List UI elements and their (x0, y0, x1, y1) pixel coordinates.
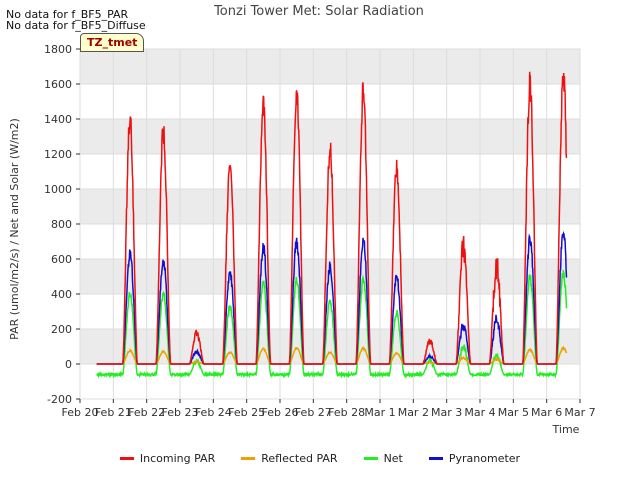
legend-item-reflected-par: Reflected PAR (241, 452, 338, 465)
x-tick-label: Mar 5 (498, 406, 529, 419)
x-tick-label: Mar 7 (564, 406, 595, 419)
legend-swatch-pyranometer (428, 457, 443, 460)
band (80, 329, 580, 364)
x-tick-label: Feb 20 (62, 406, 99, 419)
x-tick-label: Feb 28 (328, 406, 365, 419)
y-tick-label: 1400 (44, 113, 72, 126)
legend-swatch-incoming-par (119, 457, 134, 460)
x-tick-label: Feb 25 (228, 406, 265, 419)
legend: Incoming PAR Reflected PAR Net Pyranomet… (0, 452, 640, 465)
x-tick-label: Feb 22 (128, 406, 165, 419)
x-tick-label: Mar 1 (364, 406, 395, 419)
band (80, 189, 580, 224)
y-tick-label: 1200 (44, 148, 72, 161)
y-tick-label: 1000 (44, 183, 72, 196)
legend-item-net: Net (363, 452, 403, 465)
series-line-incoming-par (96, 71, 568, 365)
x-tick-label: Feb 26 (262, 406, 299, 419)
x-tick-label: Mar 6 (531, 406, 562, 419)
y-tick-label: 1600 (44, 78, 72, 91)
legend-swatch-net (363, 457, 378, 460)
no-data-note-1: No data for f_BF5_PAR (6, 8, 129, 21)
x-tick-label: Feb 27 (295, 406, 332, 419)
chart-title: Tonzi Tower Met: Solar Radiation (213, 4, 424, 19)
x-tick-label: Mar 4 (464, 406, 495, 419)
x-tick-label: Feb 24 (195, 406, 232, 419)
legend-label-pyranometer: Pyranometer (448, 452, 521, 465)
x-tick-label: Feb 23 (162, 406, 199, 419)
series-line-net (96, 269, 568, 379)
y-tick-label: -200 (47, 393, 72, 406)
x-axis-label: Time (552, 423, 580, 436)
station-badge: TZ_tmet (80, 33, 145, 52)
legend-item-incoming-par: Incoming PAR (119, 452, 216, 465)
series-layer (96, 71, 568, 379)
legend-item-pyranometer: Pyranometer (428, 452, 521, 465)
y-tick-label: 800 (51, 218, 72, 231)
legend-label-incoming-par: Incoming PAR (139, 452, 216, 465)
no-data-note-2: No data for f_BF5_Diffuse (6, 19, 146, 32)
x-tick-label: Feb 21 (95, 406, 132, 419)
band (80, 49, 580, 84)
x-tick-label: Mar 3 (431, 406, 462, 419)
y-tick-label: 200 (51, 323, 72, 336)
x-tick-label: Mar 2 (398, 406, 429, 419)
grid-lines (79, 48, 581, 400)
legend-label-reflected-par: Reflected PAR (261, 452, 338, 465)
legend-swatch-reflected-par (241, 457, 256, 460)
y-tick-label: 1800 (44, 43, 72, 56)
legend-label-net: Net (383, 452, 403, 465)
y-tick-label: 400 (51, 288, 72, 301)
y-axis-ticks: -200 0 200 400 600 800 1000 1200 1400 1600 1800 (44, 43, 80, 406)
y-axis-label: PAR (umol/m2/s) / Net and Solar (W/m2) (8, 118, 21, 340)
y-tick-label: 600 (51, 253, 72, 266)
y-tick-label: 0 (65, 358, 72, 371)
